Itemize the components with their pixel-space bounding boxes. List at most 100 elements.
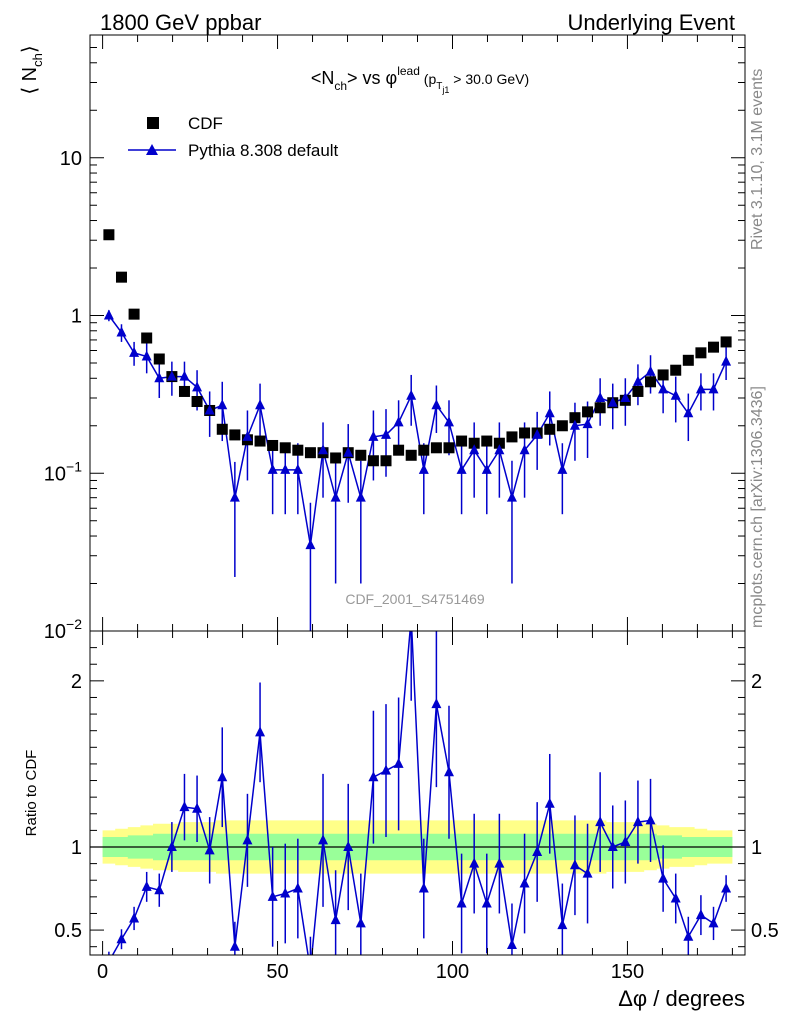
ratio-point bbox=[658, 872, 669, 883]
pythia-point bbox=[179, 370, 190, 381]
cdf-data-point bbox=[506, 431, 518, 443]
ratio-point bbox=[456, 897, 467, 908]
ratio-point bbox=[544, 797, 555, 808]
ratio-point bbox=[695, 909, 706, 920]
cdf-data-point bbox=[393, 444, 405, 456]
cdf-data-point bbox=[519, 427, 531, 439]
cdf-data-point bbox=[267, 439, 279, 451]
ratio-point bbox=[506, 939, 517, 950]
ratio-point bbox=[519, 877, 530, 888]
cdf-data-point bbox=[103, 229, 115, 241]
ratio-point bbox=[368, 771, 379, 782]
pythia-point bbox=[708, 383, 719, 394]
pythia-point bbox=[595, 391, 606, 402]
cdf-data-point bbox=[544, 423, 556, 435]
cdf-data-point bbox=[468, 437, 480, 449]
main-panel: 10 1 10−1 10−2 <Nch> vs φlead (pTj1 > 30.0 … bbox=[19, 34, 746, 643]
cdf-data-point bbox=[191, 395, 203, 407]
ratio-point bbox=[267, 890, 278, 901]
pythia-point bbox=[695, 383, 706, 394]
cdf-data-point bbox=[657, 369, 669, 381]
pythia-point bbox=[129, 346, 140, 357]
ratio-point bbox=[481, 897, 492, 908]
ratio-y-tick-label-right: 0.5 bbox=[751, 920, 779, 942]
ratio-point bbox=[355, 917, 366, 928]
ratio-point bbox=[242, 834, 253, 845]
legend-pythia-marker bbox=[146, 144, 158, 155]
cdf-data-point bbox=[720, 336, 732, 348]
ratio-series-line bbox=[111, 631, 727, 955]
pythia-point bbox=[494, 444, 505, 455]
ratio-panel: 0 50 100 150 0.5 0.5 1 1 2 2 Ratio to CDF Δφ / de… bbox=[23, 630, 779, 1011]
cdf-data-point bbox=[115, 271, 127, 283]
ratio-point bbox=[721, 882, 732, 893]
cdf-data-point bbox=[254, 435, 266, 447]
ratio-point bbox=[330, 914, 341, 925]
ratio-point bbox=[443, 766, 454, 777]
chart-title: <Nch> vs φlead (pTj1 > 30.0 GeV) bbox=[311, 64, 529, 95]
legend-pythia-label: Pythia 8.308 default bbox=[188, 141, 339, 160]
pythia-point bbox=[242, 430, 253, 441]
pythia-point bbox=[469, 444, 480, 455]
main-y-axis-label: ⟨ Nch⟩ bbox=[19, 45, 45, 94]
ratio-point bbox=[494, 857, 505, 868]
pythia-point bbox=[229, 491, 240, 502]
ratio-point bbox=[318, 834, 329, 845]
ratio-y-tick-label: 0.5 bbox=[54, 920, 82, 942]
legend: CDF Pythia 8.308 default bbox=[128, 114, 339, 160]
cdf-data-point bbox=[153, 353, 165, 365]
ratio-point bbox=[620, 836, 631, 847]
pythia-point bbox=[418, 463, 429, 474]
pythia-point bbox=[607, 396, 618, 407]
ratio-point bbox=[292, 882, 303, 893]
x-tick-label: 50 bbox=[266, 961, 288, 983]
pythia-point bbox=[318, 444, 329, 455]
legend-cdf-label: CDF bbox=[188, 114, 223, 133]
ratio-point bbox=[557, 919, 568, 930]
cdf-data-point bbox=[229, 429, 241, 441]
ratio-point bbox=[683, 930, 694, 941]
pythia-point bbox=[544, 407, 555, 418]
rivet-version-label: Rivet 3.1.10, 3.1M events bbox=[749, 69, 766, 250]
pythia-point bbox=[632, 375, 643, 386]
pythia-point bbox=[431, 399, 442, 410]
ratio-y-tick-label-right: 1 bbox=[751, 837, 762, 859]
ratio-point bbox=[305, 964, 315, 974]
cdf-data-point bbox=[493, 437, 505, 449]
ratio-y-tick-label: 2 bbox=[71, 671, 82, 693]
pythia-point bbox=[166, 370, 177, 381]
x-axis-label: Δφ / degrees bbox=[618, 986, 745, 1011]
ratio-point bbox=[582, 867, 593, 878]
ratio-point bbox=[343, 841, 354, 851]
ratio-plot-frame bbox=[89, 630, 746, 956]
cdf-data-point bbox=[670, 364, 682, 376]
pythia-point bbox=[154, 372, 165, 383]
x-tick-label: 0 bbox=[97, 961, 108, 983]
main-y-tick-label: 10−2 bbox=[44, 616, 82, 643]
ratio-point bbox=[393, 757, 404, 768]
pythia-point bbox=[721, 355, 732, 366]
pythia-point bbox=[532, 428, 543, 439]
ratio-point bbox=[607, 841, 618, 851]
ratio-y-axis-label: Ratio to CDF bbox=[23, 750, 40, 837]
cdf-data-point bbox=[355, 449, 367, 461]
pythia-point bbox=[456, 463, 467, 474]
cdf-data-point bbox=[430, 442, 442, 454]
ratio-point bbox=[154, 884, 165, 895]
ratio-point bbox=[255, 726, 266, 737]
x-tick-label: 150 bbox=[611, 961, 644, 983]
ratio-point bbox=[141, 880, 152, 891]
ratio-y-tick-label-right: 2 bbox=[751, 671, 762, 693]
ratio-point bbox=[469, 857, 480, 868]
cdf-data-point bbox=[405, 449, 417, 461]
pythia-point bbox=[103, 309, 114, 320]
pythia-point bbox=[406, 389, 417, 400]
cdf-data-point bbox=[418, 444, 430, 456]
cdf-data-point bbox=[632, 385, 644, 397]
cdf-data-point bbox=[279, 442, 291, 454]
x-tick-label: 100 bbox=[436, 961, 469, 983]
ratio-point bbox=[192, 802, 203, 813]
main-y-tick-label: 1 bbox=[71, 306, 82, 328]
cdf-data-point bbox=[330, 452, 342, 464]
pythia-point bbox=[280, 463, 291, 474]
